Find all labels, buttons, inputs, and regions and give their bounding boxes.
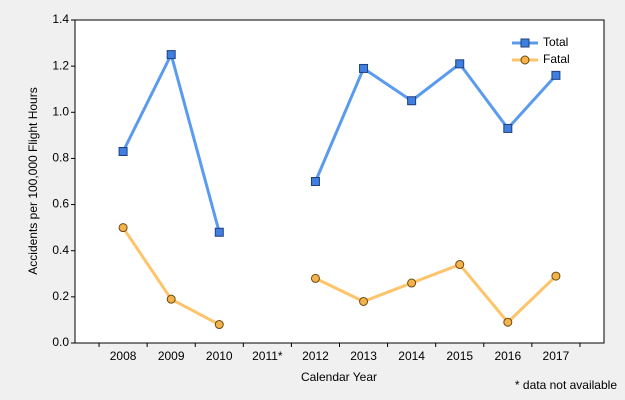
marker bbox=[503, 317, 513, 327]
marker bbox=[166, 294, 176, 304]
marker bbox=[407, 96, 417, 106]
marker bbox=[310, 273, 320, 283]
x-tick-label: 2011* bbox=[252, 349, 283, 363]
plot-area bbox=[74, 19, 605, 344]
marker bbox=[118, 147, 128, 157]
annotation: * data not available bbox=[515, 378, 617, 392]
y-tick-label: 1.0 bbox=[52, 104, 69, 118]
x-tick-label: 2015 bbox=[446, 349, 473, 363]
x-tick-label: 2016 bbox=[494, 349, 521, 363]
x-axis-title: Calendar Year bbox=[301, 370, 377, 384]
x-tick-label: 2017 bbox=[543, 349, 570, 363]
legend-marker bbox=[520, 38, 530, 48]
marker bbox=[359, 296, 369, 306]
y-tick-label: 0.2 bbox=[52, 289, 69, 303]
x-tick-label: 2012 bbox=[302, 349, 329, 363]
y-tick-label: 0.4 bbox=[52, 243, 69, 257]
marker bbox=[407, 278, 417, 288]
y-tick-label: 0.8 bbox=[52, 151, 69, 165]
x-tick-label: 2009 bbox=[158, 349, 185, 363]
x-tick-label: 2010 bbox=[206, 349, 233, 363]
marker bbox=[118, 223, 128, 233]
legend-label: Total bbox=[543, 35, 568, 49]
y-tick-label: 0.6 bbox=[52, 197, 69, 211]
marker bbox=[214, 227, 224, 237]
y-tick-label: 1.2 bbox=[52, 58, 69, 72]
y-tick-label: 0.0 bbox=[52, 335, 69, 349]
marker bbox=[359, 63, 369, 73]
y-axis-title: Accidents per 100,000 Flight Hours bbox=[26, 87, 40, 274]
legend-label: Fatal bbox=[543, 52, 570, 66]
marker bbox=[551, 271, 561, 281]
x-tick-label: 2013 bbox=[350, 349, 377, 363]
legend-marker bbox=[520, 55, 530, 65]
marker bbox=[455, 260, 465, 270]
marker bbox=[551, 70, 561, 80]
marker bbox=[455, 59, 465, 69]
x-tick-label: 2008 bbox=[110, 349, 137, 363]
marker bbox=[503, 123, 513, 133]
marker bbox=[166, 50, 176, 60]
y-tick-label: 1.4 bbox=[52, 12, 69, 26]
x-tick-label: 2014 bbox=[398, 349, 425, 363]
marker bbox=[214, 320, 224, 330]
marker bbox=[310, 177, 320, 186]
